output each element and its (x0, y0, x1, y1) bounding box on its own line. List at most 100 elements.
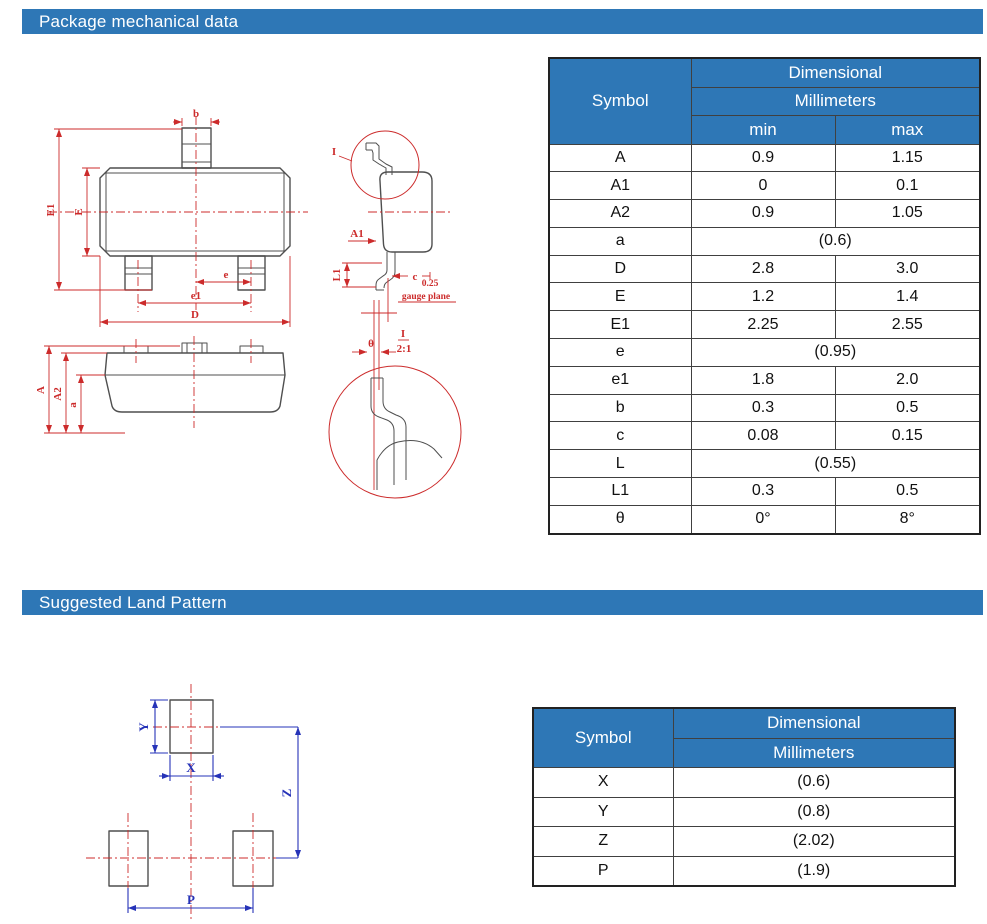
cell-max: 0.5 (834, 477, 981, 506)
table-row: e1 1.8 2.0 (548, 365, 981, 395)
cell-max: 0.1 (834, 171, 981, 201)
package-mechanical-drawing: b E1 E e e1 D (35, 108, 462, 499)
dim-label-c: c (413, 271, 418, 283)
table-header-row: min max (549, 115, 981, 145)
detail-view-2-1: θ I 2:1 (328, 300, 462, 499)
table-header-row: Symbol Dimensional (532, 707, 956, 768)
dim-label-e-pitch: e (224, 269, 229, 281)
detail-scale-value: 2:1 (397, 343, 412, 355)
cell-min: 0.3 (690, 477, 836, 506)
cell-value: (0.55) (690, 449, 981, 479)
cell-symbol: Z (532, 826, 674, 857)
table-row: D 2.8 3.0 (548, 254, 981, 284)
cell-min: 1.2 (690, 282, 836, 312)
cell-symbol: X (532, 767, 674, 798)
side-view: I A1 L1 c 0.25 gauge plane (331, 130, 456, 322)
detail-ref-label: I (332, 146, 336, 158)
dim-label-a1: A1 (350, 228, 363, 240)
section-header-land-pattern: Suggested Land Pattern (22, 590, 983, 615)
cell-max: 0.5 (834, 393, 981, 423)
package-dimensions-table: Symbol Dimensional Millimeters min max A… (548, 57, 982, 535)
dim-label-x: X (186, 760, 196, 775)
dim-label-d: D (191, 309, 199, 321)
dim-label-y: Y (136, 722, 151, 732)
cell-min: 2.25 (690, 310, 836, 340)
cell-symbol: P (532, 855, 674, 887)
table-row: E1 2.25 2.55 (548, 310, 981, 340)
cell-min: 0 (690, 171, 836, 201)
dim-label-p: P (187, 892, 195, 907)
dim-label-e-body: E (73, 208, 85, 215)
detail-scale-ref: I (401, 328, 405, 340)
cell-max: 2.0 (834, 365, 981, 395)
section-header-package-mechanical: Package mechanical data (22, 9, 983, 34)
table-row: X (0.6) (532, 767, 956, 798)
gauge-offset-label: 0.25 (422, 279, 439, 289)
table-row: A2 0.9 1.05 (548, 199, 981, 228)
table-row: Y (0.8) (532, 796, 956, 828)
table-row: c 0.08 0.15 (548, 421, 981, 451)
cell-symbol: A (548, 143, 692, 173)
table-row: Z (2.02) (532, 826, 956, 857)
cell-max: 2.55 (834, 310, 981, 340)
land-pattern-drawing: Y X Z P (86, 684, 301, 920)
cell-symbol: E1 (548, 310, 692, 340)
cell-value: (0.8) (672, 796, 956, 828)
cell-symbol: Y (532, 796, 674, 828)
dim-label-a2: A2 (52, 387, 64, 401)
dim-label-a-total: A (35, 386, 47, 394)
cell-value: (1.9) (672, 855, 956, 887)
cell-max: 1.4 (834, 282, 981, 312)
cell-value: (0.6) (672, 767, 956, 798)
cell-symbol: c (548, 421, 692, 451)
header-min: min (690, 115, 836, 145)
cell-value: (2.02) (672, 826, 956, 857)
table-row: θ 0° 8° (548, 504, 981, 535)
cell-min: 0.3 (690, 393, 836, 423)
cell-min: 0.9 (690, 143, 836, 173)
land-center-lines (86, 684, 294, 920)
dim-label-l1: L1 (331, 269, 343, 282)
dim-label-e1-pitch: e1 (191, 290, 201, 302)
cell-symbol: b (548, 393, 692, 423)
cell-symbol: a (548, 226, 692, 256)
land-pattern-table: Symbol Dimensional Millimeters X (0.6) Y(… (532, 707, 956, 888)
dim-label-e1-outer: E1 (45, 204, 57, 217)
cell-min: 0° (690, 504, 836, 535)
dim-label-theta: θ (368, 338, 374, 350)
header-symbol: Symbol (532, 707, 674, 768)
table-header-row: Millimeters (549, 86, 981, 116)
cell-symbol: D (548, 254, 692, 284)
table-header-row: Symbol Dimensional (548, 57, 981, 145)
cell-symbol: e (548, 338, 692, 367)
header-dimensional: Dimensional (690, 57, 981, 88)
table-row: P (1.9) (532, 855, 956, 887)
table-row: A1 0 0.1 (548, 171, 981, 201)
cell-symbol: θ (548, 504, 692, 535)
cell-symbol: A1 (548, 171, 692, 201)
cell-min: 0.9 (690, 199, 836, 228)
table-row: a (0.6) (548, 226, 981, 256)
cell-symbol: L (548, 449, 692, 479)
table-row: L1 0.3 0.5 (548, 477, 981, 506)
cell-symbol: e1 (548, 365, 692, 395)
dim-label-a-lower: a (67, 402, 79, 408)
section-title-package-mechanical: Package mechanical data (39, 11, 239, 31)
cell-value: (0.95) (690, 338, 981, 367)
cell-symbol: L1 (548, 477, 692, 506)
cell-max: 1.15 (834, 143, 981, 173)
cell-min: 0.08 (690, 421, 836, 451)
header-symbol: Symbol (548, 57, 692, 145)
land-dimensions: Y X Z P (127, 699, 301, 913)
cell-max: 8° (834, 504, 981, 535)
section-title-land-pattern: Suggested Land Pattern (39, 592, 227, 612)
table-row: L (0.55) (548, 449, 981, 479)
dim-label-b: b (193, 108, 199, 120)
cell-symbol: E (548, 282, 692, 312)
cell-min: 2.8 (690, 254, 836, 284)
cell-symbol: A2 (548, 199, 692, 228)
table-row: b 0.3 0.5 (548, 393, 981, 423)
header-millimeters: Millimeters (672, 737, 956, 768)
header-millimeters: Millimeters (690, 86, 981, 116)
